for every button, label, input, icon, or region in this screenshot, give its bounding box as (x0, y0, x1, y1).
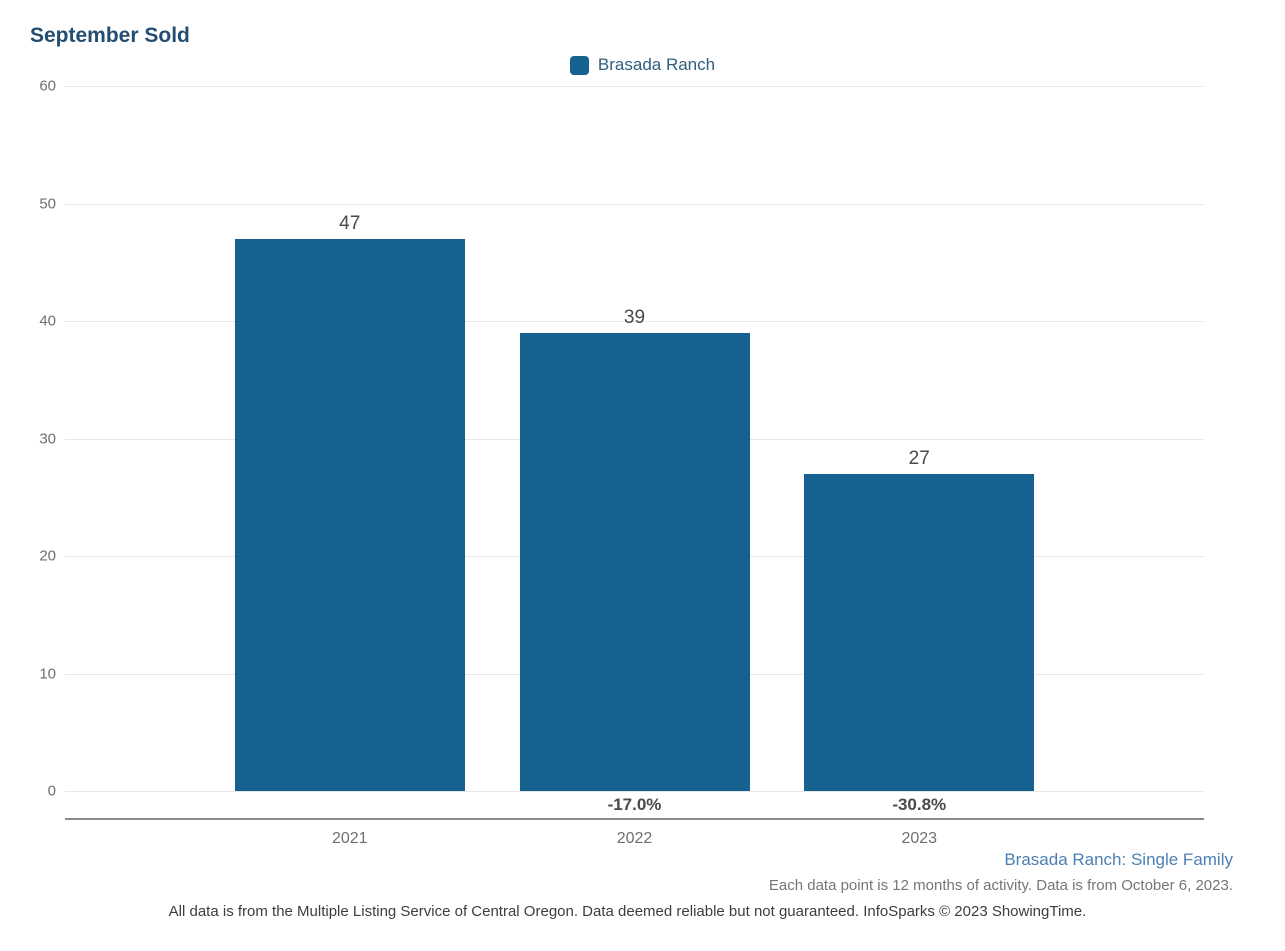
gridline (65, 791, 1204, 792)
x-axis-line (65, 818, 1204, 820)
y-tick-label: 10 (39, 665, 56, 682)
gridline (65, 321, 1204, 322)
gridline (65, 86, 1204, 87)
y-tick-label: 50 (39, 195, 56, 212)
footer-attribution: Brasada Ranch: Single Family Each data p… (769, 850, 1233, 894)
bar-value-label: 47 (339, 212, 361, 234)
y-tick-label: 30 (39, 430, 56, 447)
pct-change-label: -30.8% (892, 795, 947, 814)
bar-2021[interactable] (234, 238, 465, 791)
legend-label: Brasada Ranch (597, 55, 716, 74)
legend-item-brasada-ranch[interactable]: Brasada Ranch (569, 55, 716, 75)
bar-value-label: 39 (623, 306, 646, 328)
y-tick-label: 0 (47, 782, 56, 800)
legend: Brasada Ranch (0, 55, 1285, 75)
pct-change-label: -17.0% (607, 795, 662, 814)
bar-2022[interactable] (519, 332, 750, 791)
bar-value-label: 27 (908, 447, 930, 469)
legend-swatch-icon (569, 55, 589, 75)
series-description: Brasada Ranch: Single Family (1004, 850, 1233, 869)
y-tick-label: 40 (39, 312, 56, 330)
x-tick-label: 2022 (616, 830, 653, 847)
y-tick-label: 60 (39, 77, 56, 95)
disclaimer: All data is from the Multiple Listing Se… (168, 903, 1087, 920)
bar-2023[interactable] (804, 473, 1035, 791)
y-tick-label: 20 (39, 547, 56, 565)
x-tick-label: 2023 (901, 830, 938, 847)
x-tick-label: 2021 (331, 830, 368, 847)
data-note: Each data point is 12 months of activity… (768, 877, 1233, 894)
gridline (65, 203, 1204, 205)
chart-title: September Sold (30, 24, 190, 47)
